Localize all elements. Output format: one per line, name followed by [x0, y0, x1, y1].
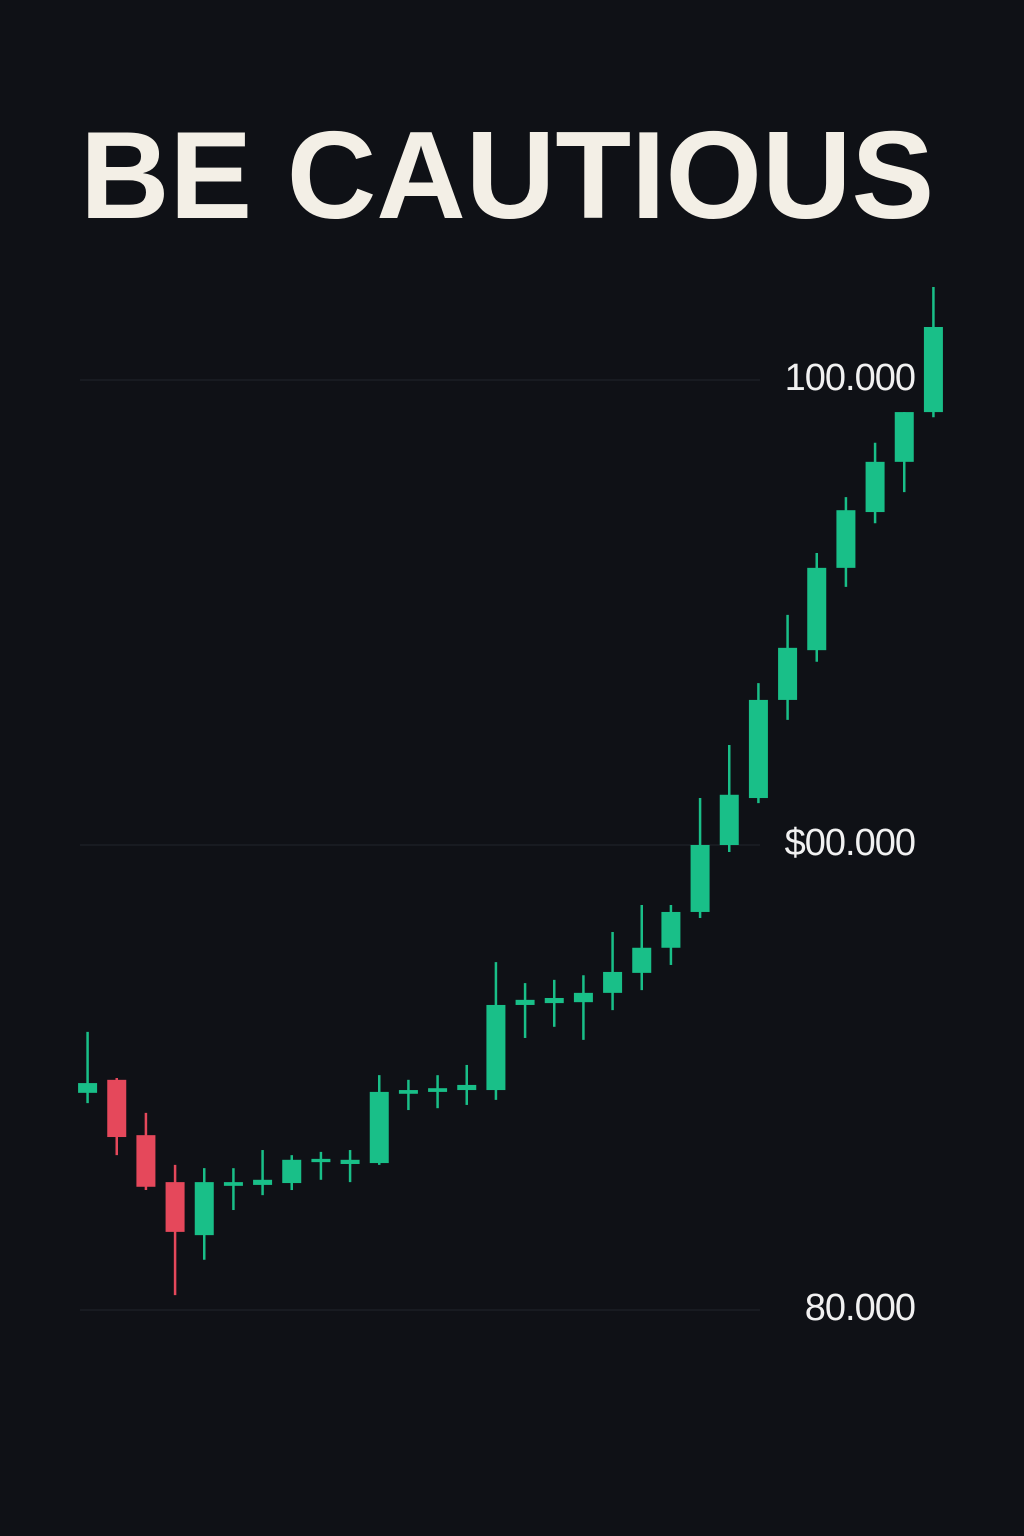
candle-body: [369, 1091, 389, 1164]
candle-body: [340, 1159, 360, 1164]
candle-body: [544, 997, 564, 1004]
candle-body: [282, 1159, 302, 1184]
candle-body: [778, 647, 798, 700]
candle-body: [690, 845, 710, 912]
candle-body: [894, 412, 914, 462]
candle-body: [486, 1004, 506, 1091]
candle-body: [457, 1084, 477, 1091]
candle-body: [748, 699, 768, 799]
candle-body: [719, 794, 739, 845]
candle-body: [194, 1182, 214, 1236]
chart-title: BE CAUTIOUS: [80, 107, 934, 245]
candle-body: [165, 1182, 185, 1232]
candle-body: [603, 971, 623, 993]
y-tick-label: 100.000: [785, 357, 915, 399]
candle-body: [428, 1088, 448, 1092]
y-tick-label: 80.000: [805, 1287, 915, 1329]
y-tick-label: $00.000: [785, 822, 915, 864]
candle-body: [515, 999, 535, 1005]
candle-body: [136, 1135, 156, 1187]
candle-body: [78, 1083, 98, 1093]
candle-body: [398, 1090, 418, 1094]
candle-body: [923, 326, 943, 413]
candle-body: [865, 461, 885, 513]
candle-body: [223, 1182, 243, 1186]
candle-body: [632, 947, 652, 973]
candle-body: [661, 911, 681, 948]
candle-body: [836, 510, 856, 568]
candle-body: [807, 567, 827, 651]
candle-body: [311, 1158, 331, 1163]
candle-body: [573, 992, 593, 1003]
candle-body: [253, 1179, 273, 1185]
candle-body: [107, 1079, 127, 1138]
